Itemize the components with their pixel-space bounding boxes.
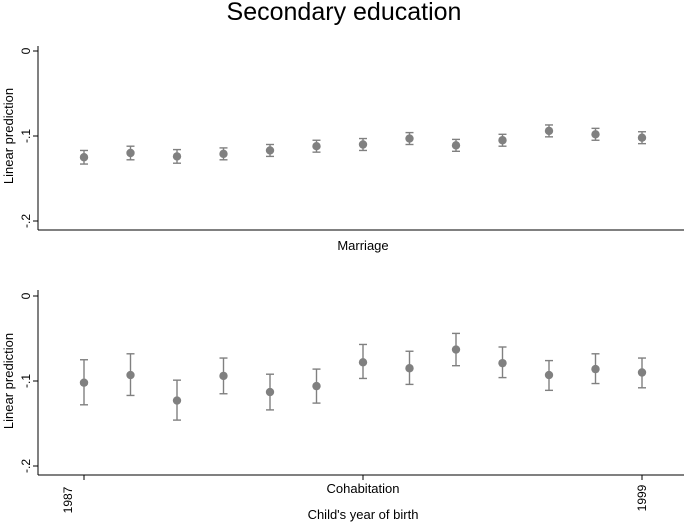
point-marker (219, 371, 228, 381)
xtick-label-1999: 1999 (635, 484, 649, 511)
point-marker (637, 133, 647, 142)
x-axis-title: Child's year of birth (308, 507, 419, 522)
point-marker (637, 368, 647, 377)
point-marker (498, 358, 507, 368)
point-marker (358, 358, 368, 367)
point-marker (265, 387, 275, 397)
panel-1-ytick-label-0: 0 (19, 47, 33, 54)
panel-marriage: 0 -.1 -.2 Linear prediction Marriage (1, 46, 684, 253)
panel-1-ytick-label-2: -.2 (19, 214, 33, 228)
point-marker (312, 381, 321, 391)
point-marker (498, 136, 507, 145)
point-marker (451, 345, 461, 354)
point-marker (544, 370, 554, 380)
panel-1-ytick-label-1: -.1 (19, 129, 33, 143)
point-marker (126, 148, 135, 158)
panel-2-y-axis-label: Linear prediction (1, 333, 16, 429)
point-marker (265, 146, 275, 155)
point-marker (126, 370, 135, 380)
panel-2-marks (79, 332, 647, 421)
point-marker (405, 134, 414, 143)
panel-cohabitation: 0 -.1 -.2 Linear prediction Cohabitation… (1, 290, 684, 513)
panel-1-marks (79, 124, 647, 165)
point-marker (544, 126, 554, 136)
panel-1-y-axis-label: Linear prediction (1, 88, 16, 184)
point-marker (591, 364, 600, 374)
point-marker (79, 153, 89, 162)
panel-2-label: Cohabitation (327, 481, 400, 496)
point-marker (172, 396, 182, 405)
panel-2-ytick-label-2: -.2 (19, 459, 33, 473)
point-marker (405, 364, 414, 373)
panel-2-ytick-label-1: -.1 (19, 374, 33, 388)
point-marker (312, 142, 321, 151)
point-marker (358, 140, 368, 149)
panel-1-label: Marriage (337, 238, 388, 253)
point-marker (172, 152, 182, 161)
xtick-label-1987: 1987 (61, 486, 75, 513)
point-marker (79, 378, 89, 387)
chart-title: Secondary education (227, 0, 462, 26)
point-marker (451, 141, 461, 150)
panel-2-ytick-label-0: 0 (19, 292, 33, 299)
point-marker (591, 130, 600, 139)
point-marker (219, 149, 228, 159)
